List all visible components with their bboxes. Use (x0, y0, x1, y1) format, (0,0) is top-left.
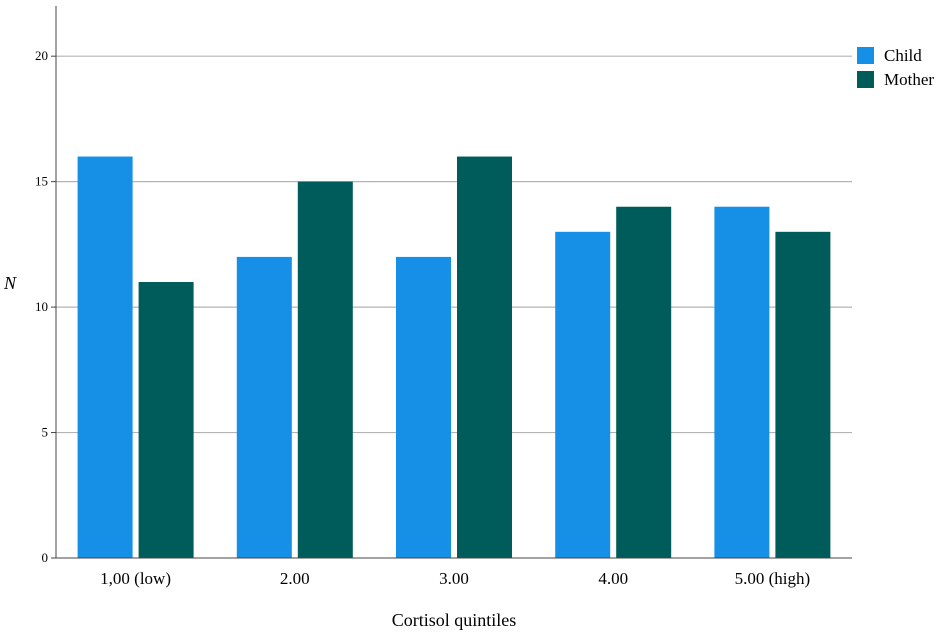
axes (51, 6, 852, 559)
x-tick-label: 1,00 (low) (100, 569, 171, 588)
x-axis-title: Cortisol quintiles (392, 610, 517, 630)
x-tick-label: 5.00 (high) (735, 569, 811, 588)
bar-child-1 (77, 156, 133, 558)
legend: Child Mother (857, 46, 934, 89)
bar-child-5 (714, 206, 770, 558)
x-tick-label: 4.00 (598, 569, 628, 588)
legend-label-mother: Mother (884, 70, 934, 89)
y-tick-label: 15 (35, 174, 48, 189)
y-tick-label: 10 (35, 299, 48, 314)
bar-child-4 (555, 231, 611, 558)
y-tick-label: 20 (35, 48, 48, 63)
bar-mother-1 (138, 282, 194, 558)
x-tick-label: 3.00 (439, 569, 469, 588)
legend-swatch-mother (857, 71, 874, 88)
bar-mother-5 (775, 231, 831, 558)
bar-child-2 (236, 256, 292, 558)
legend-swatch-child (857, 47, 874, 64)
bar-mother-4 (616, 206, 672, 558)
x-tick-labels: 1,00 (low) 2.00 3.00 4.00 5.00 (high) (100, 569, 810, 588)
bars (77, 156, 831, 559)
legend-label-child: Child (884, 46, 922, 65)
y-tick-label: 0 (42, 550, 49, 565)
y-axis-title: N (3, 273, 17, 293)
y-tick-labels: 0 5 10 15 20 (35, 48, 48, 565)
bar-child-3 (396, 256, 451, 558)
x-tick-label: 2.00 (280, 569, 310, 588)
bar-mother-3 (457, 156, 512, 558)
y-tick-label: 5 (42, 425, 49, 440)
bar-mother-2 (297, 181, 353, 559)
